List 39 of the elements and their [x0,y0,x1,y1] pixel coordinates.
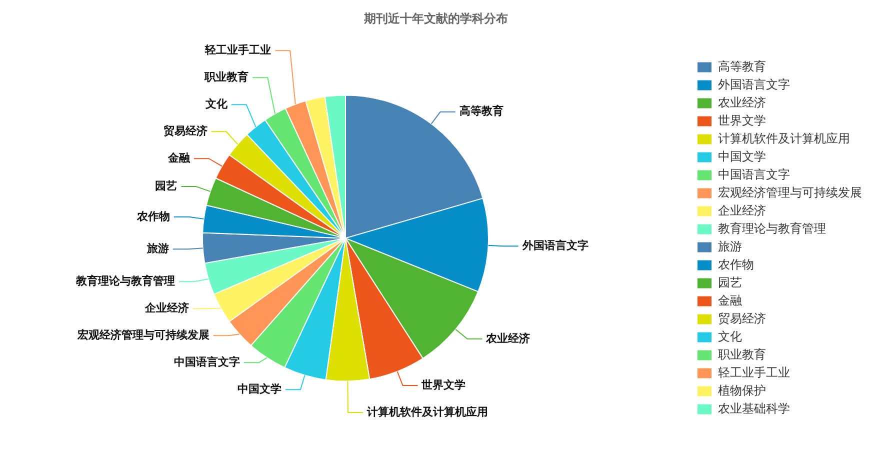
slice-label: 农作物 [136,210,170,223]
legend-label: 职业教育 [718,347,766,362]
legend-label: 中国文学 [718,149,766,164]
slice-label: 文化 [204,97,228,110]
slice-label: 旅游 [146,242,169,255]
slice-label: 世界文学 [420,378,466,392]
slice-label: 轻工业手工业 [204,43,272,56]
legend-label: 旅游 [718,239,742,254]
legend-label: 农业基础科学 [718,401,790,416]
legend-label: 企业经济 [718,203,766,218]
slice-label: 宏观经济管理与可持续发展 [76,328,210,342]
slice-label: 高等教育 [459,104,504,118]
slice-label: 外国语言文字 [521,239,588,252]
slice-label: 金融 [167,151,191,164]
legend-label: 农作物 [718,257,754,272]
legend-label: 高等教育 [718,59,766,74]
legend-label: 轻工业手工业 [718,365,790,380]
legend-label: 文化 [718,329,742,344]
slice-label: 贸易经济 [163,124,208,138]
legend-label: 外国语言文字 [718,77,790,92]
slice-label: 园艺 [155,179,178,192]
legend-label: 世界文学 [718,113,766,128]
chart-title: 期刊近十年文献的学科分布 [363,11,508,26]
legend-label: 植物保护 [718,383,766,398]
legend-label: 计算机软件及计算机应用 [718,131,850,146]
slice-label: 中国语言文字 [174,356,240,369]
slice-label: 农业经济 [485,332,530,345]
legend-label: 贸易经济 [718,311,766,326]
slice-label: 职业教育 [204,70,249,84]
slice-label: 企业经济 [144,302,189,315]
legend-label: 中国语言文字 [718,167,790,182]
slice-label: 教育理论与教育管理 [75,274,176,288]
legend-label: 宏观经济管理与可持续发展 [718,185,862,200]
slice-label: 计算机软件及计算机应用 [366,405,488,418]
legend-label: 园艺 [718,275,742,290]
legend-label: 金融 [718,293,742,308]
legend-label: 教育理论与教育管理 [718,221,826,236]
slice-label: 中国文学 [237,382,282,396]
legend-label: 农业经济 [718,95,766,110]
